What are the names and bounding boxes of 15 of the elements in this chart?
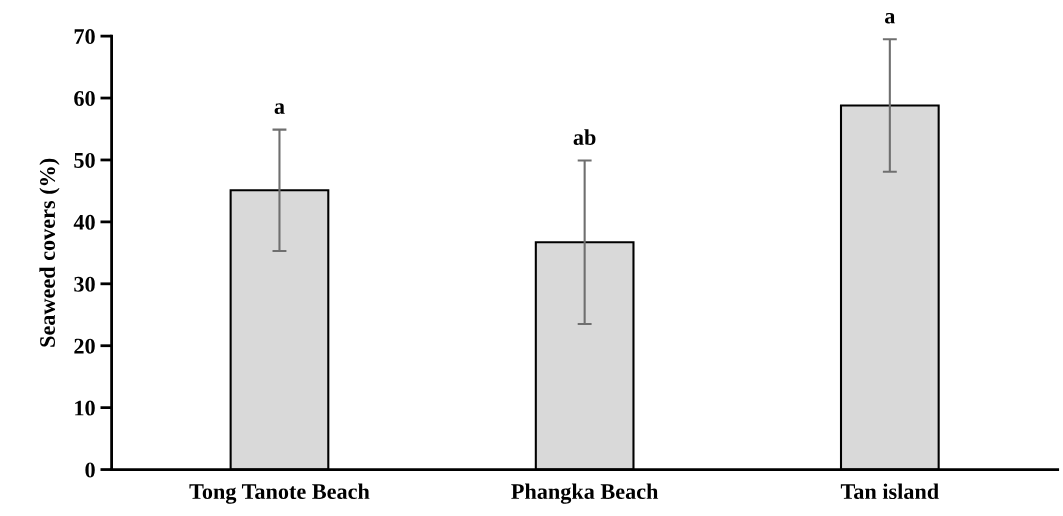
y-axis-title: Seaweed covers (%) [39, 158, 60, 347]
annotation: ab [573, 129, 596, 145]
y-tick-label: 10 [75, 400, 95, 416]
annotation: a [884, 12, 896, 24]
annotation: a [274, 103, 285, 114]
y-tick-label: 20 [74, 338, 95, 354]
x-tick-label: Phangka Beach [511, 483, 659, 504]
y-tick-label: 60 [74, 90, 95, 106]
y-tick-label: 40 [73, 214, 95, 230]
y-tick-label: 70 [74, 29, 95, 45]
x-tick-label: Tan island [840, 483, 939, 500]
y-tick-label: 0 [85, 462, 95, 478]
y-tick-label: 30 [74, 276, 95, 292]
y-tick-label: 50 [74, 152, 95, 168]
x-tick-label: Tong Tanote Beach [189, 483, 370, 504]
